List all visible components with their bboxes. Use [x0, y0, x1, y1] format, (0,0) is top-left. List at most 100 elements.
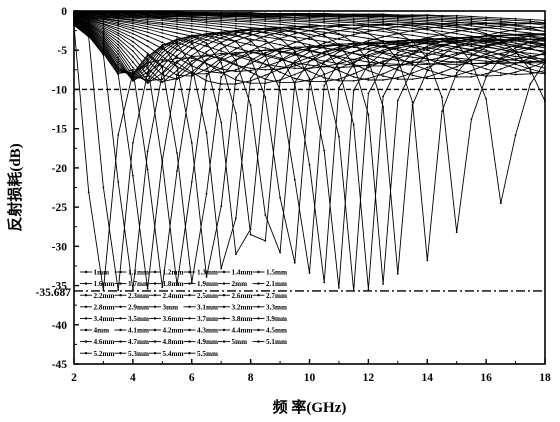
- data-point-4.9mm: [249, 52, 252, 55]
- data-point-2.9mm: [514, 23, 517, 26]
- data-point-3.3mm: [264, 43, 267, 45]
- legend-swatch-marker: [188, 317, 191, 320]
- data-point-3.4mm: [352, 24, 355, 26]
- data-point-2.2mm: [190, 18, 193, 21]
- data-point-4.6mm: [382, 46, 384, 48]
- data-point-4mm: [485, 37, 487, 40]
- data-point-5.1mm: [338, 79, 340, 82]
- legend-label: 4.9mm: [197, 338, 218, 346]
- data-point-4mm: [117, 50, 120, 52]
- data-point-4.8mm: [455, 74, 458, 77]
- legend-label: 4.1mm: [128, 327, 149, 335]
- legend-label: 3.7mm: [197, 315, 218, 323]
- data-point-5.3mm: [293, 81, 296, 84]
- data-point-4.7mm: [235, 217, 237, 220]
- reference-lines: [74, 88, 545, 292]
- data-point-4.1mm: [102, 36, 105, 38]
- data-point-3.8mm: [426, 45, 429, 48]
- data-point-1.5mm: [323, 15, 326, 18]
- data-point-5.4mm: [323, 61, 326, 63]
- data-point-4.9mm: [455, 65, 458, 68]
- data-point-1.5mm: [293, 14, 296, 17]
- data-point-3.1mm: [235, 70, 237, 73]
- data-point-4.3mm: [176, 40, 178, 43]
- data-point-3.1mm: [338, 37, 340, 40]
- data-point-1.8mm: [338, 21, 340, 23]
- data-point-1.6mm: [323, 17, 326, 19]
- legend-swatch-marker: [84, 270, 88, 274]
- data-point-1.8mm: [235, 15, 237, 18]
- data-point-4.9mm: [293, 47, 296, 50]
- data-point-4.4mm: [499, 62, 502, 65]
- data-point-1.8mm: [308, 19, 311, 22]
- data-point-2mm: [411, 34, 414, 37]
- data-point-4.4mm: [249, 104, 252, 106]
- data-point-3.9mm: [499, 36, 502, 38]
- legend-swatch-marker: [222, 282, 226, 285]
- data-point-5.1mm: [529, 38, 532, 41]
- data-point-1.9mm: [499, 43, 502, 46]
- data-point-3.5mm: [264, 30, 267, 33]
- data-point-4.8mm: [205, 276, 208, 278]
- data-point-2.9mm: [367, 54, 370, 56]
- data-point-1.6mm: [485, 29, 487, 32]
- data-point-3.8mm: [352, 123, 355, 126]
- data-point-4.7mm: [176, 42, 178, 45]
- legend-label: 2.2mm: [94, 292, 115, 300]
- data-point-5mm: [146, 64, 149, 66]
- data-point-3.9mm: [396, 51, 399, 54]
- data-point-5.5mm: [220, 83, 223, 85]
- legend-label: 3.1mm: [197, 303, 218, 311]
- data-point-4.7mm: [396, 57, 399, 59]
- data-point-4mm: [264, 32, 267, 34]
- data-point-4.6mm: [352, 43, 355, 45]
- data-point-4.2mm: [161, 55, 164, 58]
- data-point-1.4mm: [529, 28, 532, 31]
- data-point-3.9mm: [102, 32, 105, 35]
- data-point-5.4mm: [293, 73, 296, 76]
- data-point-4.6mm: [411, 53, 414, 55]
- data-point-3.6mm: [132, 50, 134, 52]
- legend-swatch-marker: [153, 270, 157, 274]
- x-tick-label: 8: [248, 372, 254, 384]
- data-point-3.7mm: [293, 27, 296, 30]
- data-point-2.2mm: [352, 35, 355, 37]
- data-point-4.4mm: [161, 48, 164, 51]
- data-point-1.1mm: [455, 16, 458, 19]
- data-point-5.3mm: [205, 54, 208, 57]
- data-point-4.6mm: [499, 74, 502, 77]
- data-point-1.7mm: [323, 18, 326, 21]
- data-point-2.6mm: [279, 43, 281, 46]
- data-point-4.8mm: [441, 77, 443, 80]
- legend-swatch-marker: [119, 305, 122, 308]
- data-point-2.1mm: [396, 36, 399, 39]
- data-point-2.6mm: [146, 21, 149, 24]
- legend-label: 1.1mm: [128, 269, 149, 277]
- data-point-1.3mm: [441, 18, 443, 21]
- data-point-3mm: [264, 68, 267, 71]
- data-point-4.9mm: [411, 78, 414, 81]
- data-point-2.8mm: [132, 22, 134, 25]
- series-layer: [73, 10, 546, 292]
- data-point-1.7mm: [455, 28, 458, 31]
- data-point-2.4mm: [279, 33, 281, 36]
- data-point-4.8mm: [338, 49, 340, 52]
- data-point-2.2mm: [323, 31, 326, 34]
- data-point-4.3mm: [235, 40, 237, 43]
- legend-label: 2.6mm: [232, 292, 253, 300]
- data-point-1.2mm: [426, 16, 429, 19]
- data-point-4.3mm: [279, 196, 281, 199]
- data-point-3.4mm: [514, 47, 517, 49]
- data-point-1.1mm: [499, 18, 502, 21]
- data-point-4.5mm: [426, 49, 429, 52]
- data-point-4.6mm: [485, 75, 487, 77]
- data-point-2mm: [235, 18, 237, 21]
- legend-swatch-marker: [222, 340, 226, 343]
- data-point-5.2mm: [132, 174, 134, 177]
- legend-swatch-marker: [84, 328, 88, 332]
- data-point-5.1mm: [308, 70, 311, 73]
- data-point-3.7mm: [117, 40, 120, 43]
- data-point-2mm: [367, 28, 370, 31]
- legend-label: 5.5mm: [197, 350, 218, 358]
- data-point-1.5mm: [338, 16, 340, 19]
